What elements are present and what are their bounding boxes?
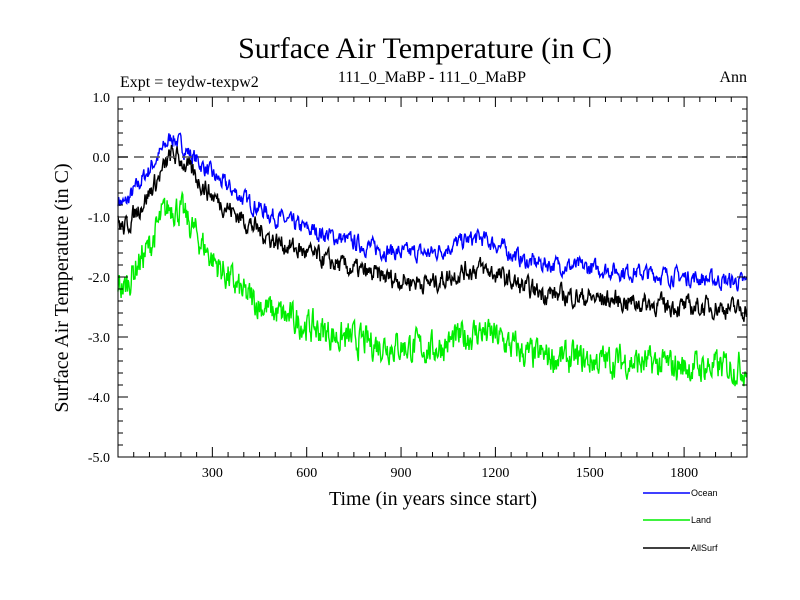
y-axis-label: Surface Air Temperature (in C)	[51, 163, 73, 412]
x-tick-label: 1500	[576, 466, 604, 481]
legend: Ocean Land AllSurf	[643, 488, 718, 553]
y-tick-label: -3.0	[88, 331, 110, 346]
x-tick-label: 900	[391, 466, 412, 481]
experiment-label: Expt = teydw-texpw2	[120, 74, 259, 91]
series-line-allsurf	[117, 144, 748, 322]
x-tick-label: 1200	[481, 466, 509, 481]
x-tick-label: 300	[202, 466, 223, 481]
x-tick-label: 1800	[670, 466, 698, 481]
legend-label-ocean: Ocean	[691, 488, 718, 498]
y-tick-label: 1.0	[93, 91, 111, 106]
series-line-ocean	[117, 132, 748, 292]
y-tick-label: -5.0	[88, 451, 110, 466]
y-tick-label: -1.0	[88, 211, 110, 226]
axis-tick-labels: 300 600 900 1200 1500 1800 1.0 0.0 -1.0 -2.0 -3.0 -…	[88, 91, 698, 481]
y-tick-label: -2.0	[88, 271, 110, 286]
x-tick-label: 600	[296, 466, 317, 481]
series-line-land	[117, 190, 748, 387]
legend-label-allsurf: AllSurf	[691, 543, 718, 553]
season-label: Ann	[719, 69, 747, 86]
series-layer	[117, 132, 748, 387]
legend-label-land: Land	[691, 515, 711, 525]
x-axis-label: Time (in years since start)	[329, 488, 537, 510]
y-tick-label: -4.0	[88, 391, 110, 406]
axis-ticks	[118, 96, 747, 458]
y-tick-label: 0.0	[93, 151, 111, 166]
period-label: 111_0_MaBP - 111_0_MaBP	[338, 69, 526, 86]
chart-title: Surface Air Temperature (in C)	[238, 32, 612, 65]
